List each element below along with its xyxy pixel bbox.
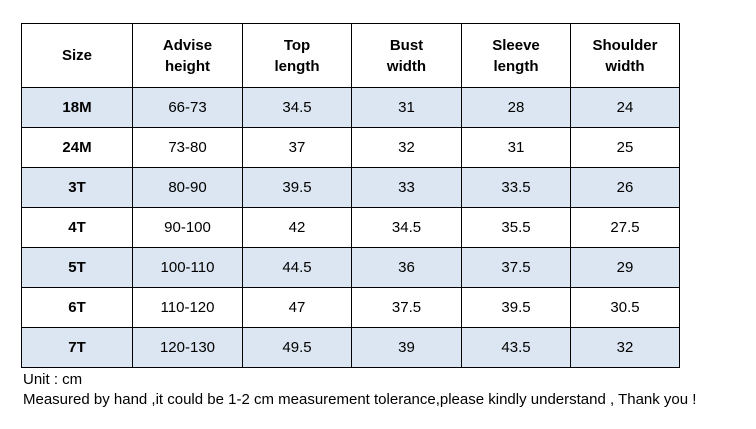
advise-height-cell: 100-110 — [132, 247, 243, 288]
table-row: 5T 100-110 44.5 36 37.5 29 — [21, 247, 680, 288]
size-cell: 18M — [21, 87, 133, 128]
top-length-cell: 44.5 — [242, 247, 352, 288]
shoulder-width-cell: 26 — [570, 167, 680, 208]
header-advise-height: Advise height — [132, 23, 243, 88]
advise-height-cell: 73-80 — [132, 127, 243, 168]
header-shoulder-width: Shoulder width — [570, 23, 680, 88]
size-cell: 3T — [21, 167, 133, 208]
bust-width-cell: 37.5 — [351, 287, 462, 328]
top-length-cell: 47 — [242, 287, 352, 328]
tolerance-disclaimer: Measured by hand ,it could be 1-2 cm mea… — [23, 391, 697, 408]
top-length-cell: 39.5 — [242, 167, 352, 208]
bust-width-cell: 39 — [351, 327, 462, 368]
unit-note: Unit : cm — [23, 371, 83, 388]
header-top-length: Top length — [242, 23, 352, 88]
notes-block: Unit : cm Measured by hand ,it could be … — [23, 370, 696, 410]
sleeve-length-cell: 43.5 — [461, 327, 571, 368]
table-row: 24M 73-80 37 32 31 25 — [21, 127, 680, 168]
top-length-cell: 42 — [242, 207, 352, 248]
advise-height-cell: 66-73 — [132, 87, 243, 128]
sleeve-length-cell: 39.5 — [461, 287, 571, 328]
advise-height-cell: 80-90 — [132, 167, 243, 208]
sleeve-length-cell: 35.5 — [461, 207, 571, 248]
shoulder-width-cell: 32 — [570, 327, 680, 368]
table-row: 6T 110-120 47 37.5 39.5 30.5 — [21, 287, 680, 328]
table-header-row: Size Advise height Top length Bust width… — [21, 23, 680, 88]
size-cell: 5T — [21, 247, 133, 288]
size-cell: 4T — [21, 207, 133, 248]
sleeve-length-cell: 31 — [461, 127, 571, 168]
shoulder-width-cell: 30.5 — [570, 287, 680, 328]
size-cell: 7T — [21, 327, 133, 368]
shoulder-width-cell: 27.5 — [570, 207, 680, 248]
bust-width-cell: 33 — [351, 167, 462, 208]
header-size: Size — [21, 23, 133, 88]
shoulder-width-cell: 29 — [570, 247, 680, 288]
table-row: 18M 66-73 34.5 31 28 24 — [21, 87, 680, 128]
size-cell: 24M — [21, 127, 133, 168]
top-length-cell: 49.5 — [242, 327, 352, 368]
top-length-cell: 37 — [242, 127, 352, 168]
shoulder-width-cell: 24 — [570, 87, 680, 128]
table-row: 3T 80-90 39.5 33 33.5 26 — [21, 167, 680, 208]
top-length-cell: 34.5 — [242, 87, 352, 128]
bust-width-cell: 36 — [351, 247, 462, 288]
size-chart-table: Size Advise height Top length Bust width… — [21, 23, 680, 368]
shoulder-width-cell: 25 — [570, 127, 680, 168]
bust-width-cell: 34.5 — [351, 207, 462, 248]
advise-height-cell: 110-120 — [132, 287, 243, 328]
header-bust-width: Bust width — [351, 23, 462, 88]
size-cell: 6T — [21, 287, 133, 328]
advise-height-cell: 90-100 — [132, 207, 243, 248]
table-row: 7T 120-130 49.5 39 43.5 32 — [21, 327, 680, 368]
bust-width-cell: 31 — [351, 87, 462, 128]
sleeve-length-cell: 28 — [461, 87, 571, 128]
table-row: 4T 90-100 42 34.5 35.5 27.5 — [21, 207, 680, 248]
advise-height-cell: 120-130 — [132, 327, 243, 368]
sleeve-length-cell: 37.5 — [461, 247, 571, 288]
sleeve-length-cell: 33.5 — [461, 167, 571, 208]
header-sleeve-length: Sleeve length — [461, 23, 571, 88]
bust-width-cell: 32 — [351, 127, 462, 168]
